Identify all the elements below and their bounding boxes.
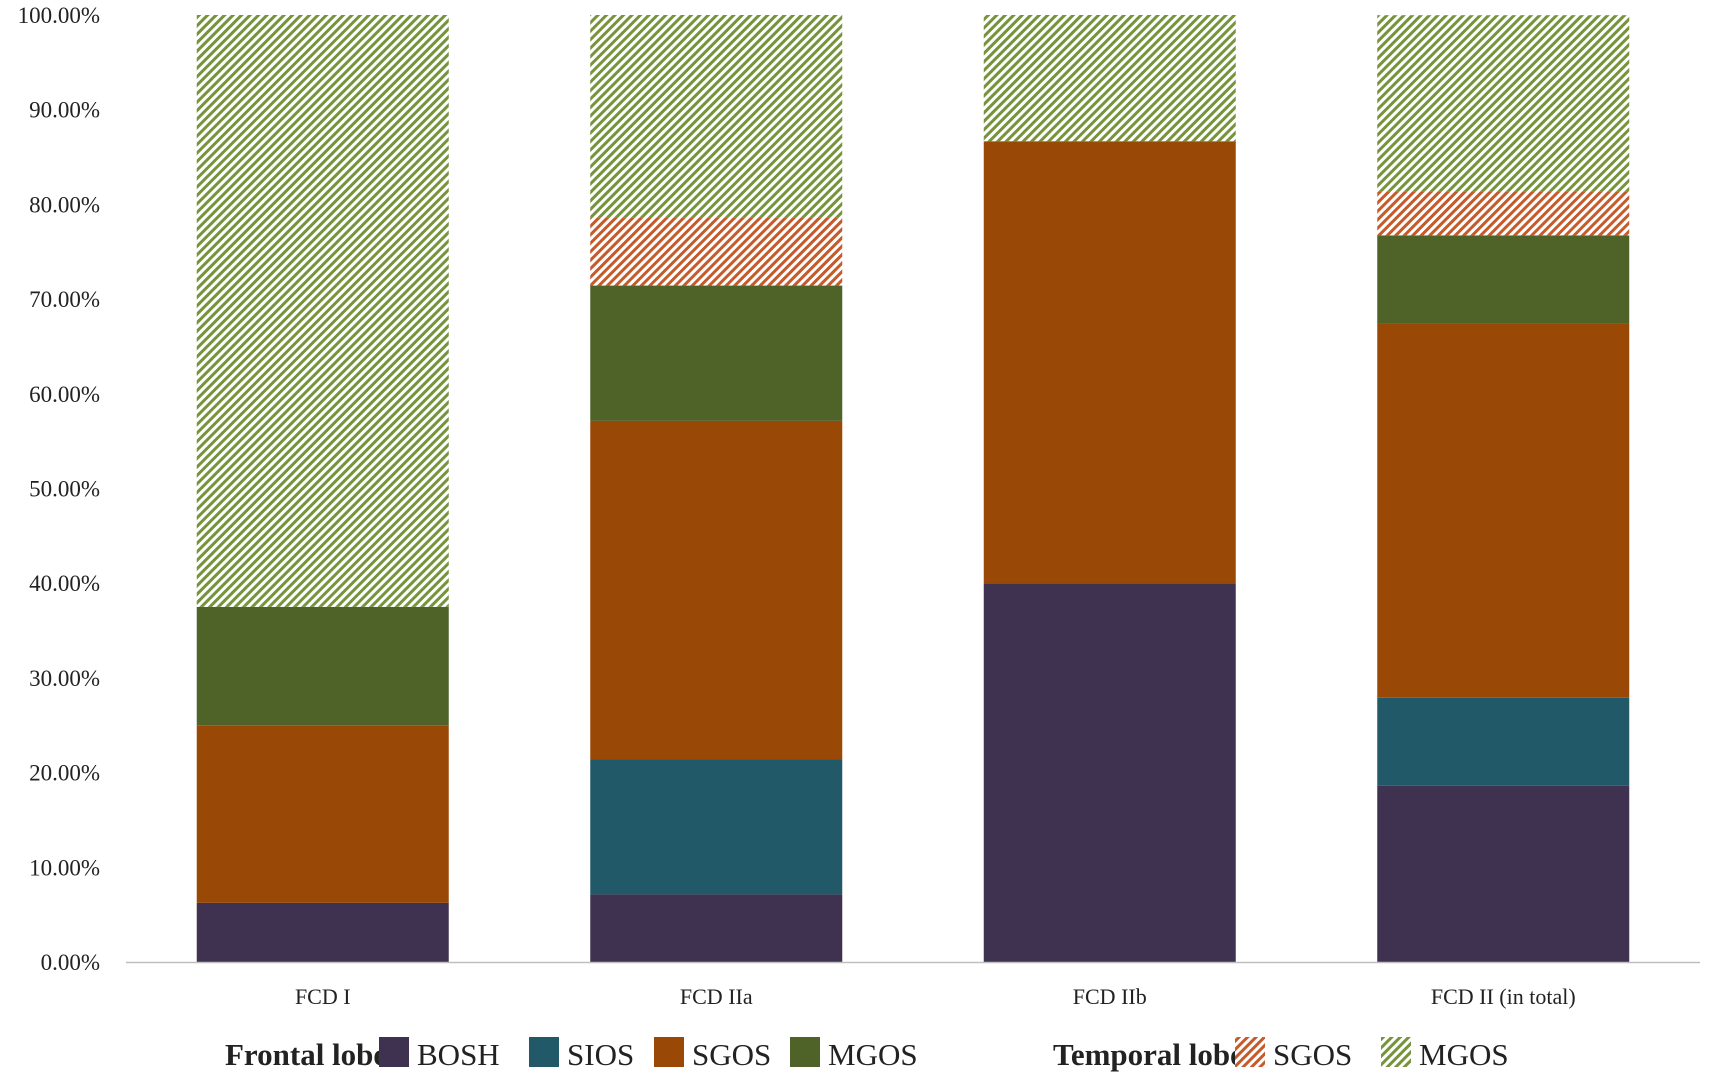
x-axis: FCD I FCD IIa FCD IIb FCD II (in total) xyxy=(126,961,1700,1009)
bar-segment xyxy=(983,583,1236,962)
bar-segment xyxy=(1377,785,1630,962)
legend: Frontal lobe BOSH SIOS SGOS MGOS Temporal lob… xyxy=(225,1037,1509,1072)
bar-segment xyxy=(196,725,449,903)
x-category-label: FCD II (in total) xyxy=(1431,984,1576,1009)
bar-segment xyxy=(1377,235,1630,324)
legend-swatch xyxy=(654,1037,684,1067)
legend-group-label: Frontal lobe xyxy=(225,1037,387,1072)
y-tick-label: 70.00% xyxy=(29,287,100,312)
bar-segment xyxy=(590,759,843,895)
legend-swatch xyxy=(529,1037,559,1067)
bar-segment xyxy=(590,285,843,421)
legend-entry-label: SGOS xyxy=(1273,1037,1352,1072)
bar-segment xyxy=(590,420,843,760)
legend-swatch xyxy=(379,1037,409,1067)
legend-entry-label: SIOS xyxy=(567,1037,634,1072)
y-axis: 0.00% 10.00% 20.00% 30.00% 40.00% 50.00% 60.00… xyxy=(18,3,100,975)
legend-entry-label: MGOS xyxy=(1419,1037,1509,1072)
x-category-label: FCD IIa xyxy=(680,984,753,1009)
x-category-label: FCD I xyxy=(295,984,351,1009)
bar-segment xyxy=(590,217,843,286)
x-category-label: FCD IIb xyxy=(1073,984,1147,1009)
legend-swatch xyxy=(1235,1037,1265,1067)
bar-segment xyxy=(196,15,449,607)
legend-entry-label: BOSH xyxy=(417,1037,500,1072)
legend-swatch xyxy=(790,1037,820,1067)
y-tick-label: 90.00% xyxy=(29,98,100,123)
y-tick-label: 10.00% xyxy=(29,855,100,880)
legend-group-label: Temporal lobe xyxy=(1053,1037,1244,1072)
y-tick-label: 60.00% xyxy=(29,382,100,407)
y-tick-label: 50.00% xyxy=(29,477,100,502)
bar-segment xyxy=(196,606,449,726)
y-tick-label: 30.00% xyxy=(29,666,100,691)
bar-segment xyxy=(1377,191,1630,236)
bar-segment xyxy=(1377,15,1630,192)
bar-segment xyxy=(590,15,843,218)
y-tick-label: 0.00% xyxy=(41,950,100,975)
y-tick-label: 40.00% xyxy=(29,571,100,596)
y-tick-label: 20.00% xyxy=(29,761,100,786)
bar-segment xyxy=(1377,697,1630,786)
legend-swatch xyxy=(1381,1037,1411,1067)
bar-segment xyxy=(1377,323,1630,698)
y-tick-label: 80.00% xyxy=(29,192,100,217)
bar-segment xyxy=(196,902,449,962)
y-tick-label: 100.00% xyxy=(18,3,100,28)
legend-entry-label: SGOS xyxy=(692,1037,771,1072)
bar-segment xyxy=(983,15,1236,142)
bar-segment xyxy=(983,141,1236,584)
legend-entry-label: MGOS xyxy=(828,1037,918,1072)
bar-segment xyxy=(590,894,843,962)
bars xyxy=(196,15,1630,962)
